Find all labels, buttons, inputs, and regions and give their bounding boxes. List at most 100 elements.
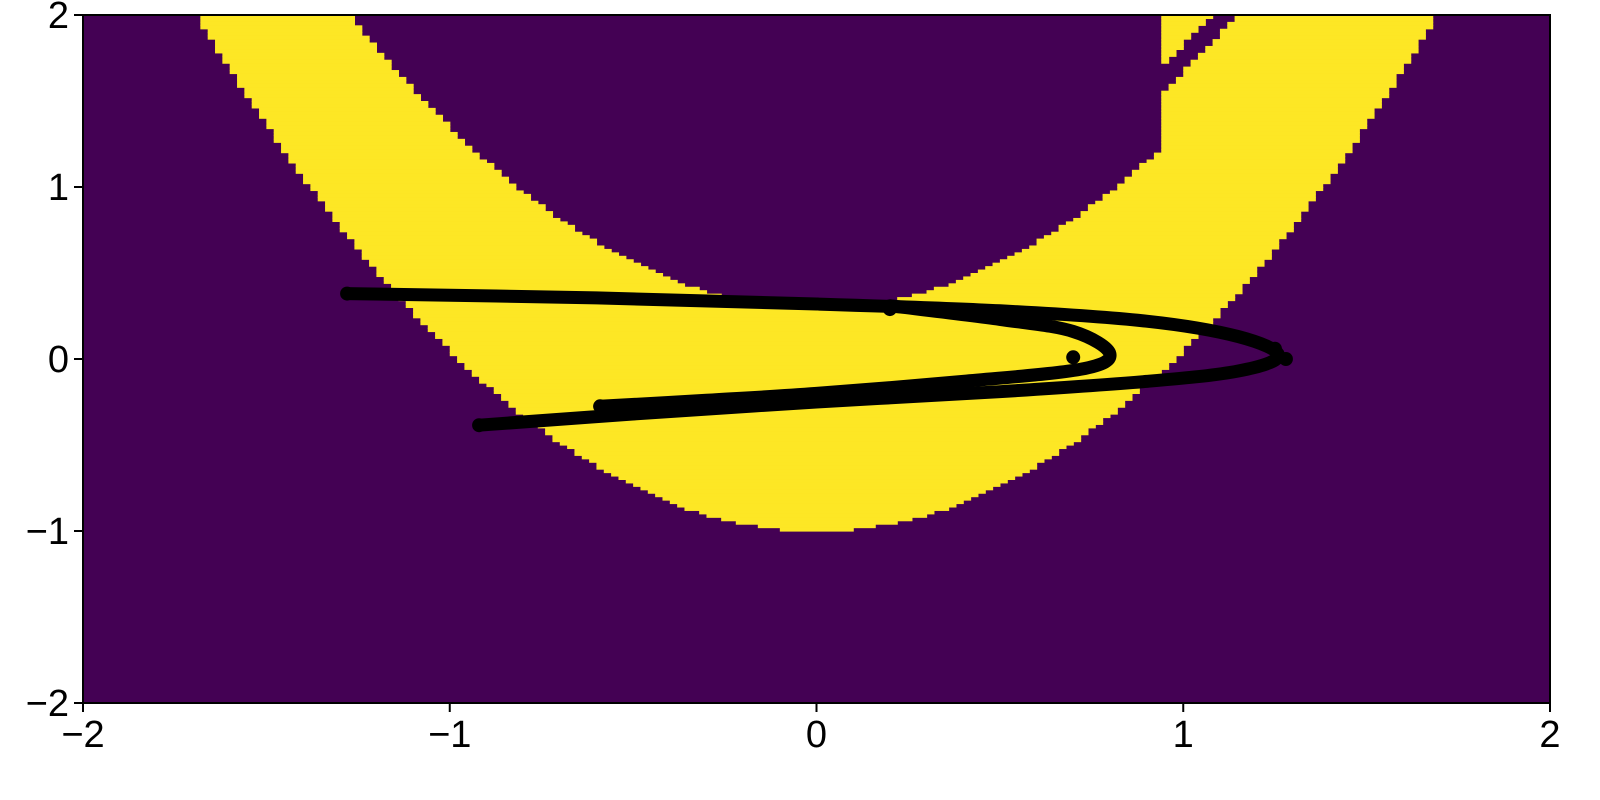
heatmap-cell-run <box>1117 183 1324 188</box>
heatmap-cell-run <box>1161 104 1382 109</box>
heatmap-cell-run <box>303 176 510 181</box>
heatmap-cell-run <box>222 59 392 64</box>
heatmap-cell-run <box>303 173 502 178</box>
heatmap-cell-run <box>1227 21 1434 26</box>
heatmap-cell-run <box>933 286 1243 291</box>
heatmap-cell-run <box>376 266 649 271</box>
heatmap-cell-run <box>1161 97 1382 102</box>
heatmap-cell-run <box>1058 228 1294 233</box>
heatmap-cell-run <box>1161 118 1368 123</box>
heatmap-cell-run <box>200 18 355 23</box>
heatmap-cell-run <box>1161 128 1360 133</box>
heatmap-cell-run <box>391 283 686 288</box>
trajectory-point-5 <box>593 399 608 414</box>
x-tick-label: 0 <box>806 714 827 756</box>
heatmap-cell-run <box>449 348 1184 353</box>
heatmap-cell-run <box>545 427 1089 432</box>
heatmap-cell-run <box>625 479 1008 484</box>
heatmap-cell-run <box>1131 169 1338 174</box>
heatmap-cell-run <box>530 420 1104 425</box>
heatmap-cell-run <box>273 131 458 136</box>
trajectory-point-6 <box>340 286 355 301</box>
heatmap-cell-run <box>369 259 634 264</box>
heatmap-cell-run <box>721 517 913 522</box>
heatmap-cell-run <box>1161 107 1375 112</box>
heatmap-cell-run <box>1161 131 1360 136</box>
heatmap-cell-run <box>361 252 620 257</box>
heatmap-cell-run <box>376 273 664 278</box>
heatmap-cell-run <box>611 472 1023 477</box>
heatmap-cell-run <box>1183 73 1397 78</box>
heatmap-cell-run <box>449 345 1184 350</box>
heatmap-cell-run <box>992 262 1265 267</box>
trajectory-point-8 <box>890 381 905 396</box>
heatmap-cell-run <box>259 111 436 116</box>
heatmap-cell-run <box>1161 15 1214 20</box>
heatmap-cell-run <box>926 290 1243 295</box>
heatmap-cell-run <box>310 187 517 192</box>
heatmap-cell-run <box>1146 159 1346 164</box>
heatmap-cell-run <box>596 462 1038 467</box>
heatmap-cell-run <box>1161 25 1199 30</box>
heatmap-cell-run <box>523 414 1111 419</box>
heatmap-cell-run <box>706 513 928 518</box>
heatmap-cell-run <box>244 87 414 92</box>
heatmap-cell-run <box>354 245 605 250</box>
heatmap-cell-run <box>1139 166 1338 171</box>
heatmap-cell-run <box>985 266 1258 271</box>
heatmap-cell-run <box>1212 42 1419 47</box>
heatmap-cell-run <box>1190 63 1404 68</box>
heatmap-cell-run <box>295 162 495 167</box>
heatmap-cell-run <box>574 451 1060 456</box>
heatmap-cell-run <box>1153 156 1346 161</box>
heatmap-cell-run <box>237 76 407 81</box>
heatmap-cell-run <box>1131 173 1331 178</box>
heatmap-cell-run <box>603 469 1030 474</box>
heatmap-cell-run <box>1219 28 1426 33</box>
heatmap-cell-run <box>1161 28 1199 33</box>
heatmap-cell-run <box>229 66 392 71</box>
trajectory-layer <box>340 286 1293 433</box>
heatmap-cell-run <box>347 231 583 236</box>
heatmap-cell-run <box>435 334 1199 339</box>
heatmap-cell-run <box>897 297 1236 302</box>
heatmap-cell-run <box>325 207 546 212</box>
y-tick-label: 2 <box>48 0 69 37</box>
heatmap-cell-run <box>295 169 502 174</box>
heatmap-cell-run <box>347 235 590 240</box>
heatmap-cell-run <box>1161 56 1170 61</box>
heatmap-cell-run <box>383 276 671 281</box>
heatmap-cell-run <box>229 63 392 68</box>
y-tick-label: −1 <box>26 511 69 553</box>
heatmap-cell-run <box>1043 235 1287 240</box>
heatmap-layer <box>200 15 1434 532</box>
heatmap-cell-run <box>530 417 1104 422</box>
heatmap-cell-run <box>640 486 994 491</box>
heatmap-cell-run <box>1161 94 1390 99</box>
x-tick-label: −1 <box>428 714 471 756</box>
heatmap-cell-run <box>361 255 627 260</box>
heatmap-cell-run <box>1161 125 1368 130</box>
heatmap-cell-run <box>1161 45 1184 50</box>
heatmap-cell-run <box>266 125 451 130</box>
heatmap-cell-run <box>207 35 370 40</box>
heatmap-cell-run <box>1234 18 1434 23</box>
heatmap-cell-run <box>273 128 451 133</box>
heatmap-cell-run <box>1175 76 1397 81</box>
heatmap-cell-run <box>1175 80 1397 85</box>
heatmap-cell-run <box>1161 18 1206 23</box>
heatmap-cell-run <box>325 204 546 209</box>
heatmap-cell-run <box>1190 59 1412 64</box>
heatmap-cell-run <box>633 482 1001 487</box>
heatmap-cell-run <box>1036 238 1280 243</box>
heatmap-cell-run <box>281 142 466 147</box>
heatmap-cell-run <box>1161 145 1353 150</box>
heatmap-cell-run <box>537 424 1096 429</box>
heatmap-cell-run <box>1073 217 1302 222</box>
heatmap-cell-run <box>1109 190 1316 195</box>
heatmap-cell-run <box>457 359 1177 364</box>
x-tick-label: 2 <box>1539 714 1560 756</box>
heatmap-cell-run <box>559 441 1074 446</box>
heatmap-cell-run <box>207 28 363 33</box>
